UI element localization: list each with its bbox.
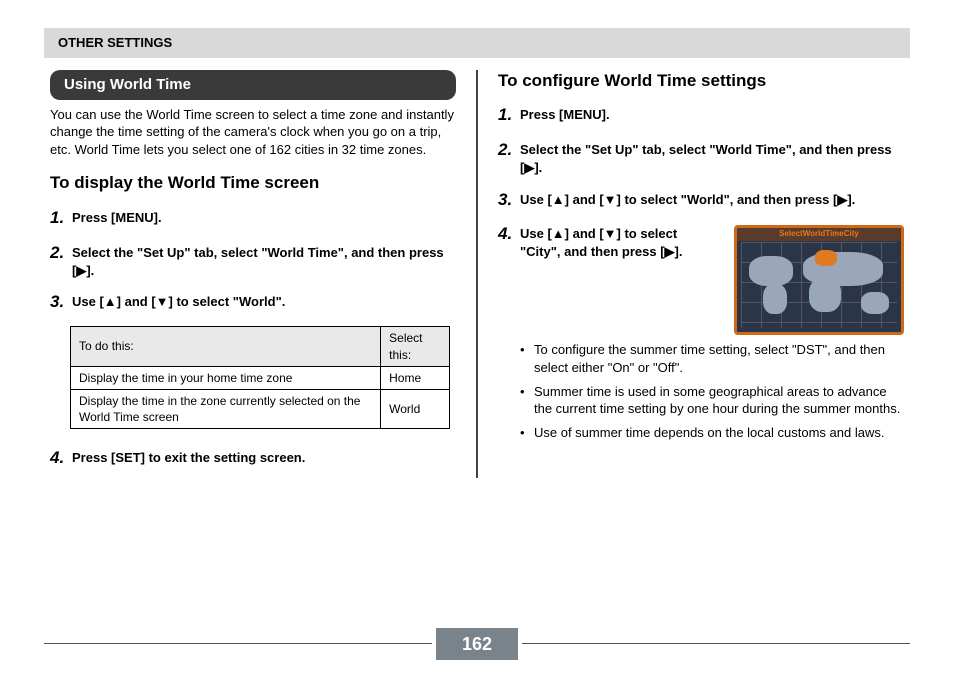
map-land <box>809 278 841 312</box>
step-number: 2. <box>50 242 72 279</box>
step-3: 3. Use [▲] and [▼] to select "World", an… <box>498 189 904 212</box>
left-steps-cont: 4. Press [SET] to exit the setting scree… <box>50 447 456 470</box>
step-1: 1. Press [MENU]. <box>50 207 456 230</box>
page-number: 162 <box>436 628 518 660</box>
table-header: To do this: <box>71 327 381 366</box>
table-header-row: To do this: Select this: <box>71 327 450 366</box>
selection-table: To do this: Select this: Display the tim… <box>70 326 450 429</box>
bullet: To configure the summer time setting, se… <box>520 341 904 376</box>
step-1: 1. Press [MENU]. <box>498 104 904 127</box>
step-number: 1. <box>50 207 72 230</box>
map-land <box>749 256 793 286</box>
world-map-screenshot: SelectWorldTimeCity <box>734 225 904 335</box>
footer-line <box>44 643 432 644</box>
table-cell: Display the time in the zone currently s… <box>71 389 381 428</box>
left-heading: To display the World Time screen <box>50 172 456 195</box>
right-heading: To configure World Time settings <box>498 70 904 93</box>
step-2: 2. Select the "Set Up" tab, select "Worl… <box>498 139 904 176</box>
step-number: 3. <box>50 291 72 314</box>
table-row: Display the time in the zone currently s… <box>71 389 450 428</box>
topic-pill: Using World Time <box>50 70 456 100</box>
map-land <box>861 292 889 314</box>
page-footer: 162 <box>44 628 910 660</box>
step-number: 4. <box>50 447 72 470</box>
step-number: 2. <box>498 139 520 176</box>
step-4-content: Use [▲] and [▼] to select "City", and th… <box>520 223 904 447</box>
right-steps: 1. Press [MENU]. 2. Select the "Set Up" … <box>498 104 904 447</box>
left-steps: 1. Press [MENU]. 2. Select the "Set Up" … <box>50 207 456 314</box>
step-number: 4. <box>498 223 520 447</box>
left-column: Using World Time You can use the World T… <box>44 66 476 483</box>
step-4: 4. Use [▲] and [▼] to select "City", and… <box>498 223 904 447</box>
step-text: Select the "Set Up" tab, select "World T… <box>520 139 904 176</box>
footer-line <box>522 643 910 644</box>
table-cell: World <box>381 389 450 428</box>
table-header: Select this: <box>381 327 450 366</box>
bullet: Use of summer time depends on the local … <box>520 424 904 442</box>
step-text: Select the "Set Up" tab, select "World T… <box>72 242 456 279</box>
step-text: Press [MENU]. <box>72 207 162 230</box>
step-text: Use [▲] and [▼] to select "City", and th… <box>520 225 720 335</box>
step-text: Press [MENU]. <box>520 104 610 127</box>
right-column: To configure World Time settings 1. Pres… <box>478 66 910 483</box>
section-header: OTHER SETTINGS <box>44 28 910 58</box>
step-text: Use [▲] and [▼] to select "World". <box>72 291 285 314</box>
table-cell: Display the time in your home time zone <box>71 366 381 389</box>
step-2: 2. Select the "Set Up" tab, select "Worl… <box>50 242 456 279</box>
table-cell: Home <box>381 366 450 389</box>
content-columns: Using World Time You can use the World T… <box>44 66 910 483</box>
bullet: Summer time is used in some geographical… <box>520 383 904 418</box>
step-3: 3. Use [▲] and [▼] to select "World". <box>50 291 456 314</box>
table-row: Display the time in your home time zone … <box>71 366 450 389</box>
intro-text: You can use the World Time screen to sel… <box>50 106 456 159</box>
map-title: SelectWorldTimeCity <box>737 228 901 241</box>
step-text: Press [SET] to exit the setting screen. <box>72 447 305 470</box>
sub-bullets: To configure the summer time setting, se… <box>520 341 904 441</box>
map-land <box>763 284 787 314</box>
step-4: 4. Press [SET] to exit the setting scree… <box>50 447 456 470</box>
step-number: 3. <box>498 189 520 212</box>
map-highlight <box>815 250 837 266</box>
step-text: Use [▲] and [▼] to select "World", and t… <box>520 189 855 212</box>
step-number: 1. <box>498 104 520 127</box>
